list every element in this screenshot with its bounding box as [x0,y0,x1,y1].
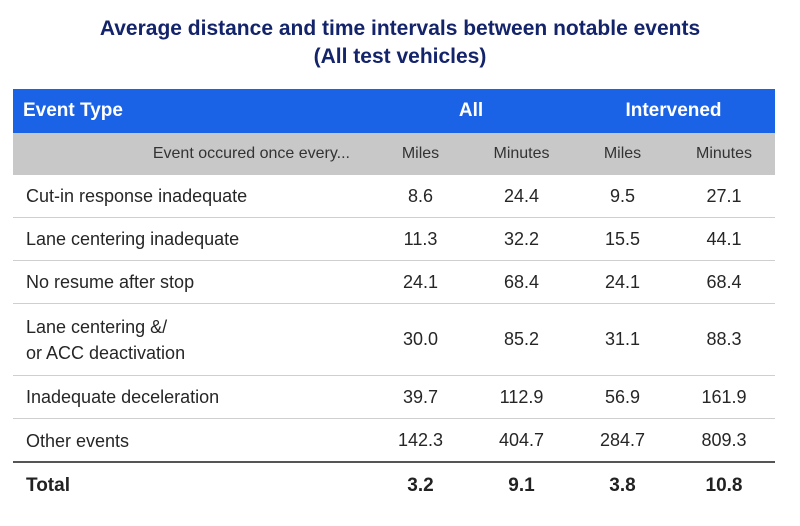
table-row: Cut-in response inadequate 8.6 24.4 9.5 … [13,175,775,218]
subheader-intervened-minutes: Minutes [695,145,753,162]
total-all-minutes: 9.1 [508,475,535,496]
subheader-intervened-miles: Miles [603,145,642,162]
all-miles-cell: 8.6 [407,185,434,206]
intervened-minutes-cell: 68.4 [706,271,742,292]
intervened-miles-cell: 284.7 [599,430,646,450]
title-line-2: (All test vehicles) [313,45,487,68]
header-intervened: Intervened [625,100,722,121]
total-intervened-miles: 3.8 [609,475,636,496]
all-minutes-cell: 112.9 [499,386,544,407]
intervened-minutes-cell: 88.3 [706,329,742,349]
title-line-1: Average distance and time intervals betw… [99,17,701,40]
table-row: Inadequate deceleration 39.7 112.9 56.9 … [13,376,775,419]
event-type-cell: Other events [26,430,130,451]
intervened-minutes-cell: 44.1 [706,228,742,249]
intervened-minutes-cell: 27.1 [706,185,742,206]
intervened-miles-cell: 56.9 [604,386,641,407]
header-row: Event Type All Intervened [13,89,775,133]
event-type-cell: Lane centering &/ or ACC deactivation [26,316,186,363]
all-minutes-cell: 32.2 [503,228,540,249]
all-minutes-cell: 24.4 [503,185,540,206]
header-event-type: Event Type [23,100,123,121]
subheader-row: Event occured once every... Miles Minute… [13,133,775,175]
intervened-miles-cell: 31.1 [604,329,641,349]
all-minutes-cell: 404.7 [498,430,545,450]
events-table: Event Type All Intervened Event occured … [13,89,775,509]
table-row: No resume after stop 24.1 68.4 24.1 68.4 [13,261,775,304]
all-miles-cell: 39.7 [402,386,439,407]
table-row: Other events 142.3 404.7 284.7 809.3 [13,419,775,462]
total-label: Total [26,475,70,496]
all-minutes-cell: 85.2 [503,329,540,349]
subheader-all-minutes: Minutes [493,145,550,162]
intervened-minutes-cell: 161.9 [701,386,747,407]
all-miles-cell: 142.3 [397,430,444,450]
event-type-cell: Lane centering inadequate [26,229,240,249]
all-miles-cell: 11.3 [403,228,438,249]
event-type-cell: No resume after stop [26,272,195,292]
all-minutes-cell: 68.4 [503,271,540,292]
table-row: Lane centering &/ or ACC deactivation 30… [13,304,775,376]
event-type-cell: Cut-in response inadequate [26,186,248,206]
table-title: Average distance and time intervals betw… [0,15,800,71]
total-row: Total 3.2 9.1 3.8 10.8 [13,461,775,509]
subheader-label: Event occured once every... [152,145,350,162]
intervened-miles-cell: 15.5 [604,228,641,249]
all-miles-cell: 24.1 [402,271,439,292]
intervened-miles-cell: 24.1 [604,271,641,292]
intervened-minutes-cell: 809.3 [701,430,747,450]
header-all: All [458,100,484,121]
total-intervened-minutes: 10.8 [705,475,743,496]
intervened-miles-cell: 9.5 [609,185,636,206]
subheader-all-miles: Miles [401,145,440,162]
all-miles-cell: 30.0 [402,329,439,349]
table-row: Lane centering inadequate 11.3 32.2 15.5… [13,218,775,261]
total-all-miles: 3.2 [407,475,434,496]
event-type-cell: Inadequate deceleration [26,387,220,407]
